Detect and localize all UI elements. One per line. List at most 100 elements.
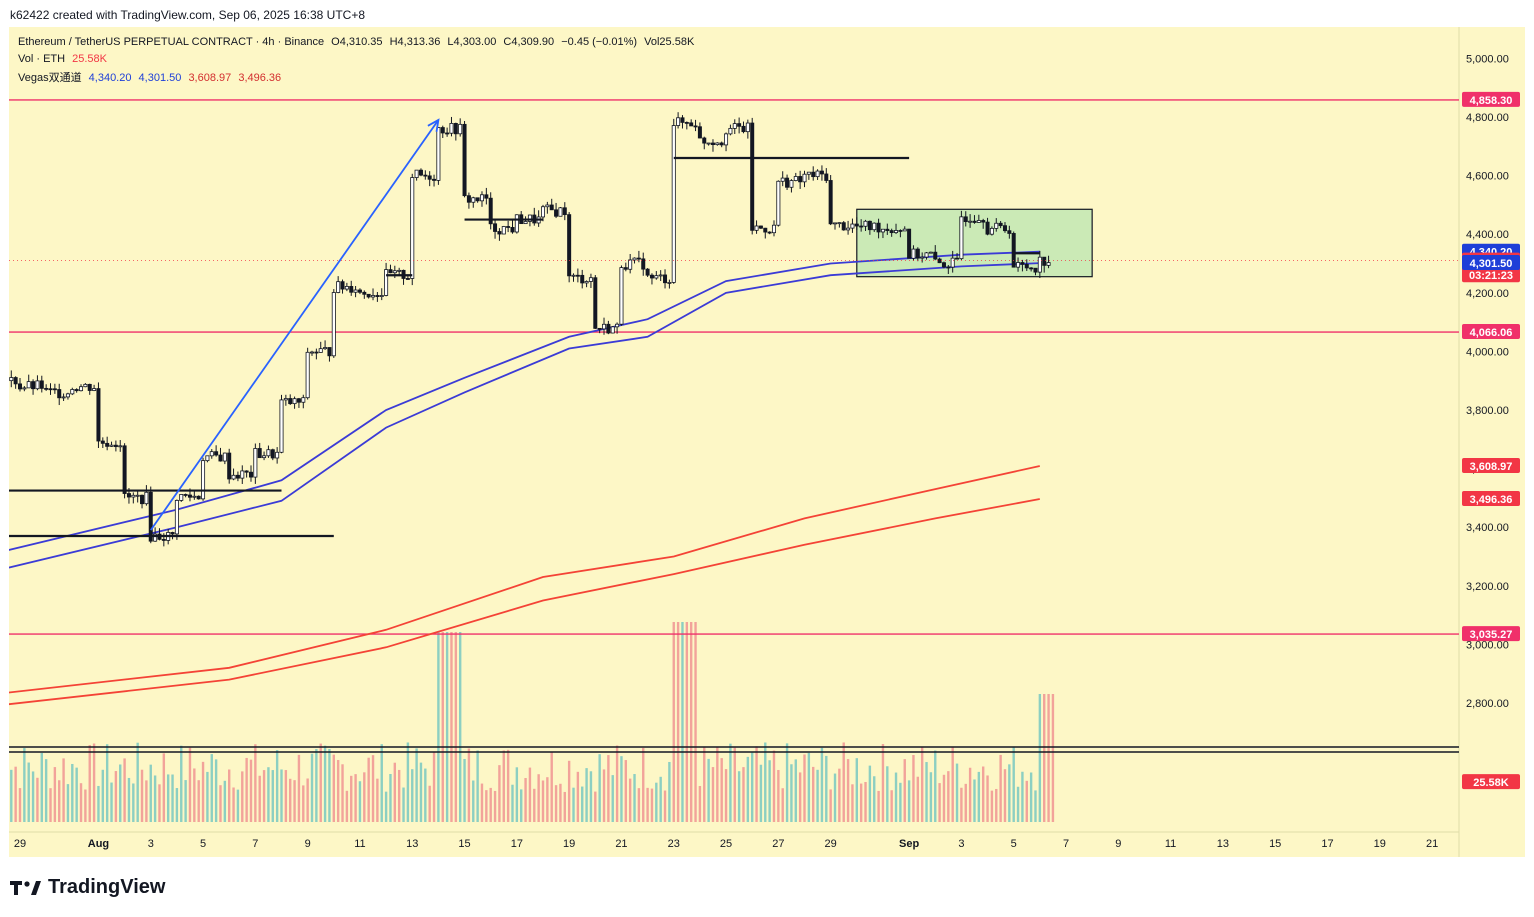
candle-body — [83, 383, 88, 388]
candle-body — [867, 220, 872, 231]
candle-body — [998, 222, 1003, 227]
candle-body — [22, 387, 27, 390]
candle-body — [789, 180, 794, 188]
volume-bar — [672, 622, 675, 822]
candle-body — [493, 223, 498, 232]
volume-bar — [258, 775, 261, 822]
candle-body — [405, 278, 410, 280]
volume-bar — [589, 771, 593, 822]
x-tick-label: 15 — [458, 838, 470, 850]
volume-bar — [764, 742, 767, 822]
candle-body — [689, 122, 694, 127]
legend-vegas-v1: 4,340.20 — [88, 72, 132, 84]
volume-bar — [336, 759, 340, 822]
candle-body — [758, 225, 763, 229]
candle-body — [427, 175, 432, 180]
volume-bar — [367, 757, 370, 822]
candle-body — [371, 295, 376, 298]
legend-vol-label: Vol · ETH — [18, 53, 66, 65]
volume-bar — [947, 771, 950, 822]
candle-body — [863, 220, 868, 227]
x-tick-label: 21 — [615, 838, 627, 850]
candle-body — [375, 295, 380, 297]
volume-bar — [271, 770, 274, 822]
candle-body — [453, 122, 458, 135]
volume-bar — [899, 782, 902, 822]
volume-bar — [1043, 694, 1046, 822]
volume-bar — [938, 783, 941, 822]
volume-bar — [559, 783, 562, 822]
x-tick-label: 13 — [406, 838, 418, 850]
candle-body — [113, 444, 118, 448]
volume-bar — [145, 780, 148, 822]
volume-bar — [214, 759, 218, 822]
volume-bar — [916, 776, 920, 822]
candle-body — [462, 123, 467, 197]
volume-bar — [572, 787, 575, 822]
candle-body — [584, 281, 589, 284]
candle-body — [793, 176, 798, 181]
candle-body — [501, 226, 506, 235]
price-label: 4,858.30 — [1470, 95, 1513, 107]
price-chart[interactable]: 2,800.003,000.003,200.003,400.003,600.00… — [9, 27, 1525, 857]
vegas-fast-lower-line — [9, 262, 1040, 569]
candle-body — [846, 227, 851, 231]
volume-bar — [973, 779, 976, 822]
volume-bar — [794, 759, 797, 822]
chart-frame[interactable]: 2,800.003,000.003,200.003,400.003,600.00… — [9, 27, 1525, 857]
tradingview-logo[interactable]: TradingView — [10, 876, 165, 899]
volume-bar — [594, 791, 597, 822]
legend-vegas-indicator[interactable]: Vegas双通道 4,340.20 4,301.50 3,608.97 3,49… — [18, 69, 285, 85]
candle-body — [57, 389, 62, 399]
candle-body — [859, 225, 864, 228]
volume-bar — [441, 632, 444, 822]
candle-body — [9, 377, 14, 382]
candle-body — [79, 386, 84, 392]
candle-body — [872, 222, 877, 231]
price-label: 03:21:23 — [1469, 270, 1513, 282]
volume-bar — [729, 743, 732, 822]
y-tick-label: 3,000.00 — [1466, 639, 1509, 651]
volume-bar — [912, 755, 915, 822]
volume-bar — [894, 772, 898, 822]
legend-volume-indicator[interactable]: Vol · ETH 25.58K — [18, 53, 111, 65]
candle-body — [331, 292, 336, 357]
volume-bar — [384, 791, 388, 822]
candle-body — [87, 383, 92, 391]
volume-bar — [49, 788, 52, 822]
candle-body — [318, 348, 323, 353]
legend-symbol[interactable]: Ethereum / TetherUS PERPETUAL CONTRACT ·… — [18, 36, 325, 48]
volume-bar — [511, 784, 514, 822]
y-tick-label: 3,200.00 — [1466, 581, 1509, 593]
candle-body — [471, 197, 476, 203]
volume-bar — [236, 789, 240, 822]
candle-body — [423, 174, 428, 177]
volume-bar — [40, 752, 43, 822]
volume-bar — [785, 743, 789, 822]
candle-body — [340, 281, 345, 290]
volume-bar — [254, 744, 257, 822]
candle-body — [26, 381, 31, 389]
price-label: 3,035.27 — [1470, 629, 1513, 641]
candle-body — [697, 126, 702, 139]
candle-body — [976, 220, 981, 223]
price-label-bg — [1462, 774, 1520, 790]
candle-body — [588, 277, 593, 282]
volume-bar — [432, 752, 436, 822]
volume-bar — [528, 767, 532, 822]
candle-body — [70, 389, 75, 395]
volume-bar — [846, 759, 850, 822]
candle-body — [989, 227, 994, 235]
candle-body — [292, 398, 297, 405]
volume-bar — [136, 742, 139, 822]
candle-body — [214, 451, 219, 456]
candle-body — [74, 389, 79, 392]
candle-body — [135, 494, 140, 497]
candle-body — [148, 491, 153, 542]
volume-bar — [44, 759, 48, 822]
volume-bar — [506, 749, 510, 822]
volume-bar — [201, 761, 205, 822]
candle-body — [815, 170, 820, 178]
candle-body — [933, 251, 938, 260]
volume-bar — [171, 774, 174, 822]
